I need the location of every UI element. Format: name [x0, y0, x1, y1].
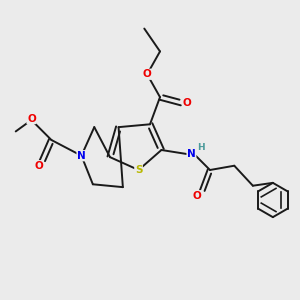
Text: O: O [34, 161, 43, 171]
Text: O: O [193, 191, 202, 201]
Text: O: O [27, 114, 36, 124]
Text: N: N [187, 149, 196, 159]
Text: H: H [197, 142, 204, 152]
Text: N: N [77, 151, 86, 161]
Text: S: S [135, 165, 142, 175]
Text: O: O [183, 98, 191, 108]
Text: O: O [143, 69, 152, 79]
